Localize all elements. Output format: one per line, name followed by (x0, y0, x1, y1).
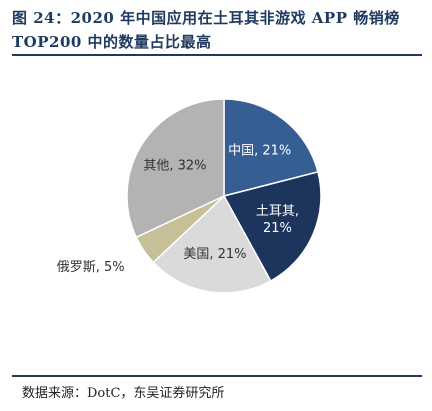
pie-slice-label-4-line-0: 其他, 32% (143, 158, 206, 173)
pie-slice-1 (222, 170, 322, 283)
pie-slice-4 (126, 98, 225, 239)
pie-slice-label-2-line-0: 美国, 21% (183, 247, 246, 262)
title-divider (12, 54, 422, 56)
pie-slice-label-0-line-0: 中国, 21% (228, 144, 291, 159)
figure-title-line-1: 图 24：2020 年中国应用在土耳其非游戏 APP 畅销榜 (12, 9, 400, 27)
pie-slice-label-3-line-0: 俄罗斯, 5% (57, 260, 125, 275)
pie-slice-2 (152, 194, 272, 294)
pie-slice-label-2: 美国, 21% (183, 247, 246, 262)
pie-slice-0 (223, 98, 319, 197)
source-divider (12, 375, 422, 377)
source-note: 数据来源：DotC，东吴证券研究所 (22, 386, 225, 401)
pie-slice-label-0: 中国, 21% (228, 144, 291, 159)
pie-slice-label-1-line-1: 21% (263, 221, 292, 236)
figure-title-line-2: TOP200 中的数量占比最高 (12, 33, 212, 51)
pie-slice-label-3: 俄罗斯, 5% (57, 260, 125, 275)
pie-slice-label-4: 其他, 32% (143, 158, 206, 173)
figure-title: 图 24：2020 年中国应用在土耳其非游戏 APP 畅销榜 TOP200 中的… (12, 6, 422, 54)
pie-slice-label-1: 土耳其, 21% (256, 204, 299, 236)
pie-slice-label-1-line-0: 土耳其, (256, 204, 299, 219)
